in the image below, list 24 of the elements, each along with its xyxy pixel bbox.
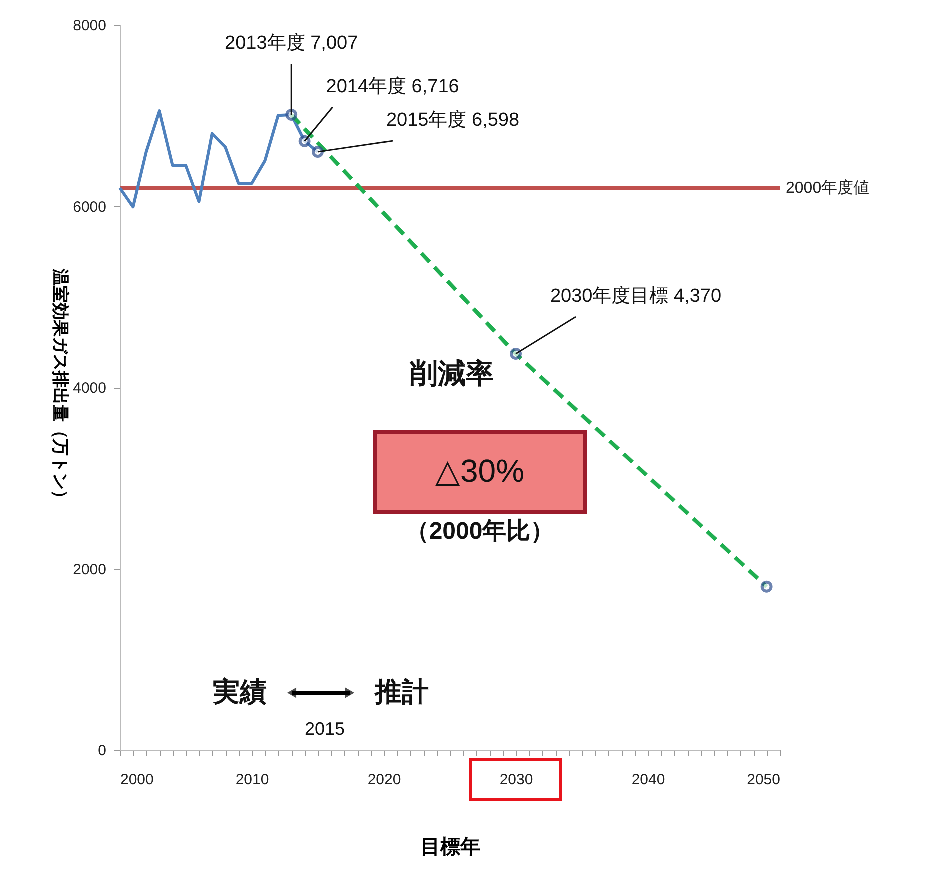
y-tick-label: 2000 <box>73 561 106 578</box>
x-tick-label: 2040 <box>632 772 666 788</box>
annotation: 削減率 <box>409 358 494 389</box>
annotation: 推計 <box>374 677 429 707</box>
annotation: 2030年度目標 4,370 <box>550 284 722 307</box>
annotation: 2015 <box>304 719 346 739</box>
y-tick-label: 0 <box>98 742 106 760</box>
annotation: 2013年度 7,007 <box>225 32 358 54</box>
x-tick-label: 2050 <box>747 772 780 788</box>
x-axis-title: 目標年 <box>420 836 480 858</box>
x-tick-label: 2020 <box>368 772 402 788</box>
y-tick-label: 4000 <box>73 380 106 397</box>
annotation: △30% <box>435 453 525 489</box>
ref-line-label: 2000年度値 <box>786 179 870 198</box>
annotation: 実績 <box>212 677 267 707</box>
annotation: （2000年比） <box>405 518 555 545</box>
x-tick-label: 2030 <box>500 772 534 788</box>
y-axis-title: 温室効果ガス排出量（万トン） <box>51 268 70 507</box>
annotation: 2015年度 6,598 <box>386 109 520 132</box>
x-tick-label: 2010 <box>236 772 270 788</box>
x-tick-label: 2000 <box>120 772 154 788</box>
annotation: 2014年度 6,716 <box>326 75 460 98</box>
y-tick-label: 6000 <box>73 198 106 216</box>
y-tick-label: 8000 <box>73 18 106 34</box>
